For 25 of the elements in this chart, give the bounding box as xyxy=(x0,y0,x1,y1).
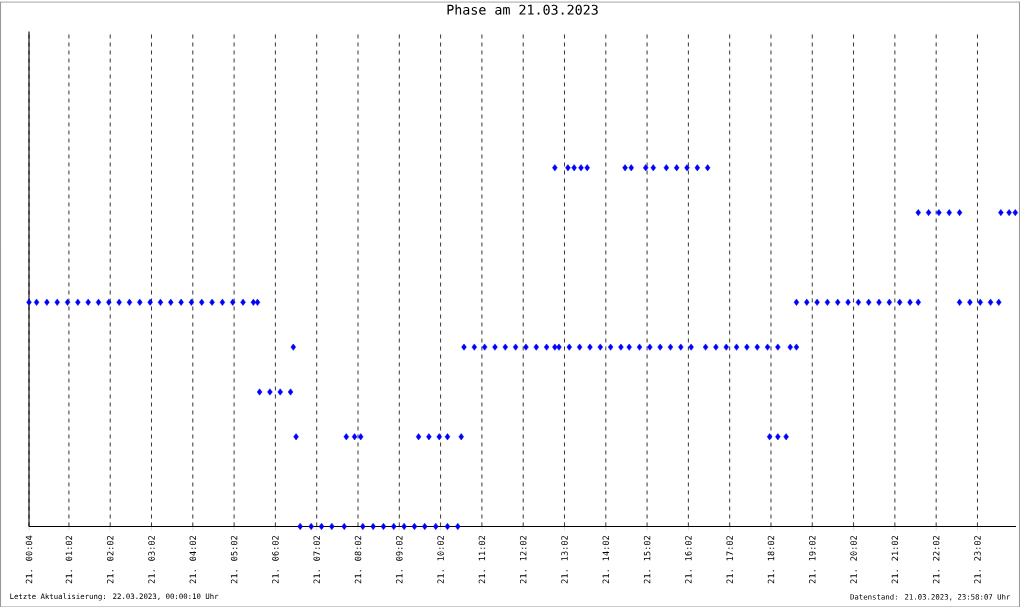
x-tick-label: 21. 13:02 xyxy=(561,535,568,583)
x-tick-label: 21. 05:02 xyxy=(230,535,238,583)
x-tick-label: 21. 08:02 xyxy=(354,535,362,583)
x-tick-label: 21. 16:02 xyxy=(685,535,692,583)
x-tick-label: 21. 07:02 xyxy=(313,535,320,583)
x-tick-label: 21. 04:02 xyxy=(189,535,197,583)
x-tick-label: 21. 23:02 xyxy=(974,535,981,583)
x-tick-label: 21. 02:02 xyxy=(106,535,114,583)
x-tick-label: 21. 18:02 xyxy=(767,535,775,583)
x-tick-label: 21. 15:02 xyxy=(643,535,651,583)
x-tick-label: 21. 06:02 xyxy=(272,535,279,583)
x-tick-label: 21. 20:02 xyxy=(850,535,857,583)
x-tick-label: 21. 10:02 xyxy=(437,535,444,583)
x-tick-label: 21. 03:02 xyxy=(148,535,155,583)
x-tick-label: 21. 01:02 xyxy=(65,535,73,583)
x-tick-label: 21. 14:02 xyxy=(602,535,610,583)
x-tick-label: 21. 11:02 xyxy=(478,535,486,583)
x-tick-label: 21. 21:02 xyxy=(891,535,899,583)
x-tick-label: 21. 19:02 xyxy=(809,535,816,583)
x-tick-label: 21. 22:02 xyxy=(932,535,940,583)
x-tick-label: 21. 00:04 xyxy=(25,535,33,583)
x-tick-label: 21. 17:02 xyxy=(726,535,733,583)
x-tick-label: 21. 09:02 xyxy=(396,535,403,583)
x-tick-label: 21. 12:02 xyxy=(519,535,527,583)
chart-title: Phase am 21.03.2023 xyxy=(447,4,598,15)
